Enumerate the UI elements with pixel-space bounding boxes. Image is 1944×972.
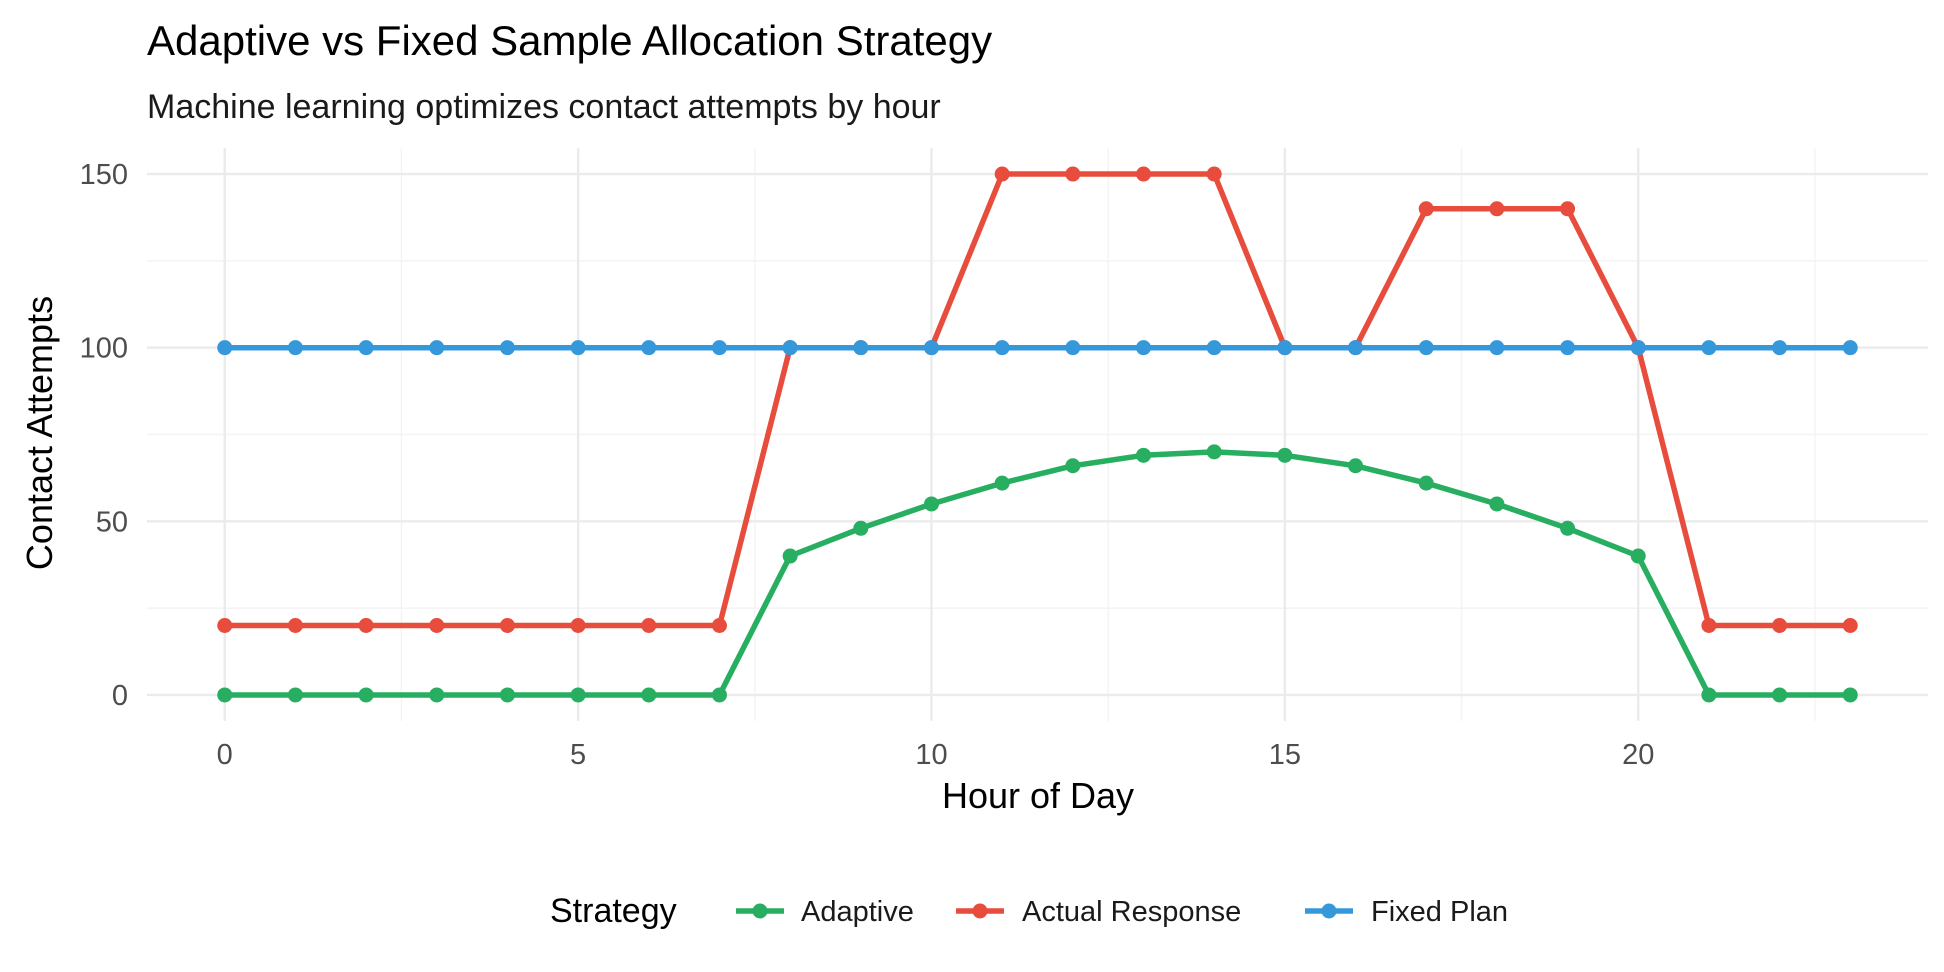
data-point-adaptive	[1630, 548, 1646, 564]
y-tick-label: 50	[96, 506, 128, 538]
legend-key-point	[972, 903, 988, 919]
data-point-adaptive	[1136, 447, 1152, 463]
data-point-actual-response	[287, 618, 303, 633]
data-point-adaptive	[1418, 475, 1434, 491]
data-point-adaptive	[1348, 458, 1364, 474]
legend-key-point	[1321, 903, 1337, 919]
series-line-adaptive	[221, 449, 1854, 698]
data-point-fixed-plan	[994, 340, 1010, 356]
data-point-fixed-plan	[287, 340, 303, 356]
legend-key-adaptive	[736, 903, 784, 919]
data-point-actual-response	[1065, 166, 1081, 182]
data-point-actual-response	[994, 166, 1010, 182]
data-point-adaptive	[1701, 687, 1717, 703]
data-point-fixed-plan	[358, 340, 374, 356]
data-point-actual-response	[217, 618, 233, 633]
y-axis-title: Contact Attempts	[19, 296, 60, 570]
data-point-adaptive	[358, 687, 374, 703]
x-tick-label: 15	[1269, 739, 1301, 771]
data-point-adaptive	[641, 687, 657, 703]
data-point-fixed-plan	[1277, 340, 1293, 356]
data-point-actual-response	[1489, 201, 1505, 217]
data-point-adaptive	[853, 520, 869, 536]
data-point-adaptive	[1489, 496, 1505, 512]
data-point-fixed-plan	[429, 340, 445, 356]
data-point-adaptive	[499, 687, 515, 703]
x-tick-label: 0	[217, 739, 233, 771]
data-point-actual-response	[1136, 166, 1152, 182]
data-point-fixed-plan	[1136, 340, 1152, 356]
y-axis-ticks: 0 50 100 150	[80, 159, 128, 712]
data-point-actual-response	[1560, 201, 1576, 217]
data-point-actual-response	[499, 618, 515, 633]
data-point-adaptive	[570, 687, 586, 703]
legend-key-actual-response	[956, 903, 1004, 919]
data-point-fixed-plan	[1489, 340, 1505, 356]
legend-label-adaptive: Adaptive	[801, 896, 914, 928]
data-point-adaptive	[782, 548, 798, 564]
data-point-fixed-plan	[1630, 340, 1646, 356]
series-layer	[217, 166, 1858, 703]
data-point-adaptive	[1206, 444, 1222, 460]
data-point-actual-response	[1772, 618, 1788, 633]
data-point-actual-response	[358, 618, 374, 633]
data-point-fixed-plan	[499, 340, 515, 356]
data-point-fixed-plan	[217, 340, 233, 356]
data-point-fixed-plan	[641, 340, 657, 356]
series-line-actual-response	[221, 171, 1854, 629]
series-adaptive	[217, 444, 1858, 703]
data-point-fixed-plan	[711, 340, 727, 356]
data-point-actual-response	[641, 618, 657, 633]
data-point-adaptive	[287, 687, 303, 703]
legend-key-fixed-plan	[1305, 903, 1353, 919]
x-axis-ticks: 0 5 10 15 20	[217, 739, 1655, 771]
data-point-fixed-plan	[1348, 340, 1364, 356]
data-point-adaptive	[994, 475, 1010, 491]
data-point-actual-response	[1842, 618, 1858, 633]
data-point-fixed-plan	[1206, 340, 1222, 356]
data-point-fixed-plan	[1842, 340, 1858, 356]
legend-title: Strategy	[550, 892, 677, 930]
data-point-adaptive	[429, 687, 445, 703]
x-axis-title: Hour of Day	[942, 775, 1134, 816]
chart-subtitle: Machine learning optimizes contact attem…	[147, 88, 941, 126]
legend-label-fixed-plan: Fixed Plan	[1371, 896, 1508, 928]
data-point-actual-response	[1206, 166, 1222, 182]
series-fixed-plan	[217, 340, 1858, 356]
x-tick-label: 5	[570, 739, 586, 771]
data-point-fixed-plan	[1065, 340, 1081, 356]
data-point-fixed-plan	[570, 340, 586, 356]
x-tick-label: 20	[1622, 739, 1654, 771]
data-point-fixed-plan	[1418, 340, 1434, 356]
data-point-adaptive	[923, 496, 939, 512]
data-point-actual-response	[1418, 201, 1434, 217]
x-tick-label: 10	[915, 739, 947, 771]
data-point-adaptive	[1772, 687, 1788, 703]
data-point-fixed-plan	[1560, 340, 1576, 356]
data-point-adaptive	[1277, 447, 1293, 463]
data-point-adaptive	[1560, 520, 1576, 536]
data-point-fixed-plan	[1772, 340, 1788, 356]
data-point-fixed-plan	[1701, 340, 1717, 356]
legend-label-actual-response: Actual Response	[1022, 896, 1241, 928]
data-point-actual-response	[429, 618, 445, 633]
data-point-fixed-plan	[853, 340, 869, 356]
data-point-actual-response	[1701, 618, 1717, 633]
data-point-actual-response	[711, 618, 727, 633]
series-actual-response	[217, 166, 1858, 633]
data-point-fixed-plan	[782, 340, 798, 356]
legend-key-point	[752, 903, 768, 919]
data-point-fixed-plan	[923, 340, 939, 356]
y-tick-label: 100	[80, 333, 128, 365]
data-point-adaptive	[711, 687, 727, 703]
data-point-adaptive	[1842, 687, 1858, 703]
y-tick-label: 0	[112, 680, 128, 712]
y-tick-label: 150	[80, 159, 128, 191]
data-point-adaptive	[217, 687, 233, 703]
data-point-actual-response	[570, 618, 586, 633]
legend: Strategy Adaptive Actual Response Fixed Pl…	[550, 892, 1508, 930]
data-point-adaptive	[1065, 458, 1081, 474]
chart-title: Adaptive vs Fixed Sample Allocation Stra…	[147, 17, 992, 64]
